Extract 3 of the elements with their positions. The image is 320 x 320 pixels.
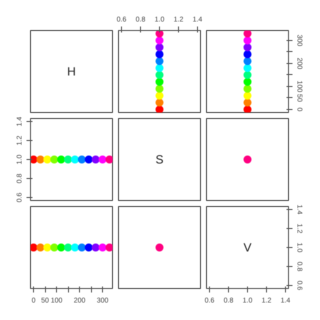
text: S xyxy=(156,152,164,166)
text: V xyxy=(244,240,252,254)
text: H xyxy=(67,64,76,78)
